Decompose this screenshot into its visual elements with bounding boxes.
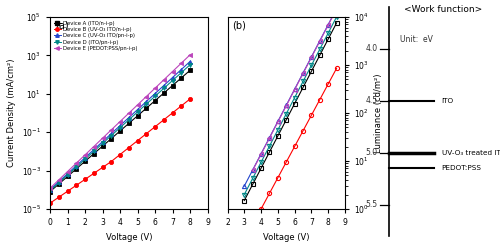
- Y-axis label: Luminance (cd/m²): Luminance (cd/m²): [374, 73, 384, 153]
- Text: PEDOT:PSS: PEDOT:PSS: [442, 165, 482, 171]
- Text: 4.0: 4.0: [366, 44, 378, 53]
- Text: (a): (a): [54, 21, 68, 31]
- Text: ITO: ITO: [442, 98, 454, 104]
- X-axis label: Voltage (V): Voltage (V): [263, 233, 310, 242]
- Y-axis label: Current Density (mA/cm²): Current Density (mA/cm²): [7, 59, 16, 167]
- Text: Unit:  eV: Unit: eV: [400, 35, 433, 44]
- Text: 5.0: 5.0: [366, 148, 378, 157]
- Legend: Device A (ITO/n-i-p), Device B (UV-O₃ ITO/n-i-p), Device C (UV-O₃ ITO/pn-i-p), D: Device A (ITO/n-i-p), Device B (UV-O₃ IT…: [52, 20, 138, 52]
- Text: <Work function>: <Work function>: [404, 5, 482, 14]
- Text: 5.5: 5.5: [366, 200, 378, 209]
- Text: (b): (b): [232, 21, 246, 31]
- Text: UV-O₃ treated ITO: UV-O₃ treated ITO: [442, 150, 500, 156]
- Text: 4.5: 4.5: [366, 96, 378, 105]
- X-axis label: Voltage (V): Voltage (V): [106, 233, 152, 242]
